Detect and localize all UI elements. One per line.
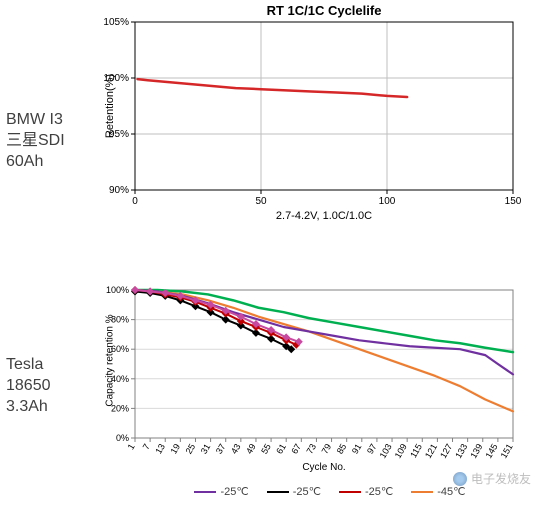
svg-text:91: 91 [350, 442, 364, 456]
watermark-text: 电子发烧友 [471, 470, 531, 487]
page-root: RT 1C/1C Cyclelife BMW I3 三星SDI 60Ah 90%… [0, 0, 541, 517]
svg-text:37: 37 [214, 442, 228, 456]
svg-text:151: 151 [499, 442, 515, 460]
svg-text:121: 121 [423, 442, 439, 460]
svg-text:7: 7 [141, 442, 152, 451]
svg-text:13: 13 [153, 442, 167, 456]
svg-text:133: 133 [453, 442, 469, 460]
legend-swatch [267, 491, 289, 493]
svg-text:55: 55 [259, 442, 273, 456]
svg-text:25: 25 [184, 442, 198, 456]
svg-text:1: 1 [126, 442, 137, 451]
svg-text:67: 67 [289, 442, 303, 456]
svg-text:79: 79 [320, 442, 334, 456]
svg-text:61: 61 [274, 442, 288, 456]
svg-text:43: 43 [229, 442, 243, 456]
svg-text:19: 19 [168, 442, 182, 456]
svg-text:145: 145 [483, 442, 499, 460]
svg-text:73: 73 [305, 442, 319, 456]
svg-text:31: 31 [199, 442, 213, 456]
legend-label: -25℃ [220, 485, 248, 498]
chart2-ylabel: Capacity retention % [105, 296, 116, 426]
svg-text:97: 97 [365, 442, 379, 456]
svg-text:49: 49 [244, 442, 258, 456]
legend-item: -25℃ [339, 485, 393, 498]
legend-swatch [194, 491, 216, 493]
chart2-legend: -25℃-25℃-25℃-45℃ [160, 485, 500, 498]
svg-text:109: 109 [393, 442, 409, 460]
svg-text:0%: 0% [116, 433, 129, 443]
svg-text:100%: 100% [106, 285, 129, 295]
legend-label: -25℃ [293, 485, 321, 498]
svg-text:115: 115 [408, 442, 424, 459]
legend-item: -25℃ [267, 485, 321, 498]
watermark-logo [453, 472, 467, 486]
legend-label: -25℃ [365, 485, 393, 498]
legend-item: -25℃ [194, 485, 248, 498]
svg-text:85: 85 [335, 442, 349, 456]
legend-swatch [339, 491, 361, 493]
svg-text:103: 103 [378, 442, 394, 460]
watermark: 电子发烧友 [453, 470, 531, 487]
legend-swatch [411, 491, 433, 493]
svg-text:139: 139 [468, 442, 484, 460]
chart2: 0%20%40%60%80%100%1713192531374349556167… [0, 0, 541, 517]
svg-text:127: 127 [438, 442, 454, 460]
